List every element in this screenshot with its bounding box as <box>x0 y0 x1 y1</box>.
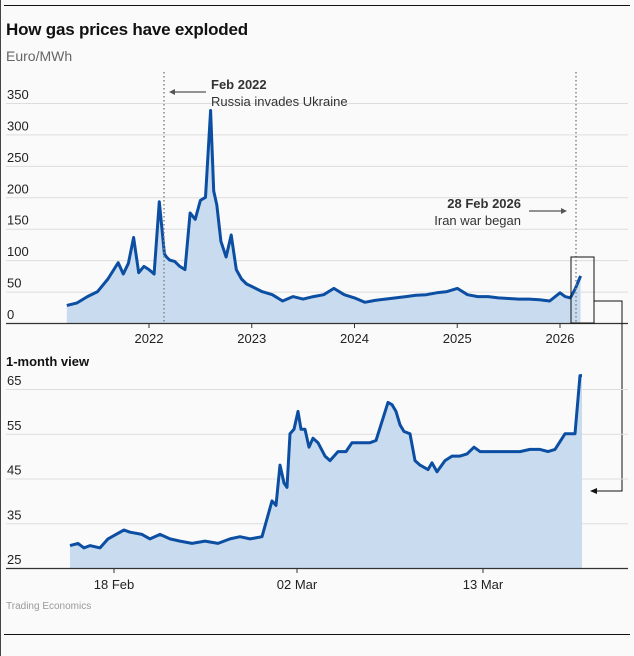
zoom-highlight-box <box>570 256 595 324</box>
iran-date: 28 Feb 2026 <box>447 196 521 211</box>
y-tick-label: 150 <box>7 213 29 228</box>
top-rule <box>4 5 630 6</box>
main-chart-y-axis: 0 50 100 150 200 250 300 350 <box>7 87 29 322</box>
connector-arrow-icon <box>590 488 597 494</box>
main-chart-line <box>66 109 582 307</box>
bottom-rule <box>4 634 630 635</box>
inset-chart-line <box>69 374 582 550</box>
russia-date: Feb 2022 <box>211 77 267 92</box>
arrow-right-icon <box>561 208 567 214</box>
russia-text: Russia invades Ukraine <box>211 94 348 109</box>
y-tick-label: 0 <box>7 307 14 322</box>
iran-text: Iran war began <box>434 213 521 228</box>
inset-chart-area <box>70 375 582 568</box>
x-tick-label: 18 Feb <box>94 577 134 592</box>
inset-chart-y-axis: 25 35 45 55 65 <box>7 373 21 567</box>
unit-label: Euro/MWh <box>6 48 73 64</box>
y-tick-label: 55 <box>7 418 21 433</box>
x-tick-label: 2025 <box>443 331 472 346</box>
inset-title: 1-month view <box>6 354 90 369</box>
y-tick-label: 50 <box>7 276 21 291</box>
frame-left-border <box>0 0 1 656</box>
chart-title: How gas prices have exploded <box>6 20 248 39</box>
y-tick-label: 100 <box>7 244 29 259</box>
source-credit: Trading Economics <box>6 601 92 612</box>
x-tick-label: 2026 <box>546 331 575 346</box>
y-tick-label: 200 <box>7 181 29 196</box>
arrow-left-icon <box>169 89 175 95</box>
main-chart-x-ticks: 2022 2023 2024 2025 2026 <box>135 323 575 346</box>
x-tick-label: 2023 <box>237 331 266 346</box>
y-tick-label: 35 <box>7 507 21 522</box>
x-tick-label: 2022 <box>135 331 164 346</box>
x-tick-label: 02 Mar <box>277 577 318 592</box>
zoom-connector-line <box>594 300 623 492</box>
x-tick-label: 13 Mar <box>463 577 504 592</box>
y-tick-label: 300 <box>7 118 29 133</box>
russia-annotation: Feb 2022 Russia invades Ukraine <box>169 77 348 109</box>
iran-annotation: 28 Feb 2026 Iran war began <box>434 196 567 228</box>
y-tick-label: 25 <box>7 552 21 567</box>
y-tick-label: 65 <box>7 373 21 388</box>
y-tick-label: 250 <box>7 150 29 165</box>
y-tick-label: 45 <box>7 463 21 478</box>
main-chart-gridlines <box>6 103 628 293</box>
inset-chart-x-ticks: 18 Feb 02 Mar 13 Mar <box>94 568 504 592</box>
x-tick-label: 2024 <box>340 331 369 346</box>
main-chart-area <box>66 110 581 323</box>
y-tick-label: 350 <box>7 87 29 102</box>
